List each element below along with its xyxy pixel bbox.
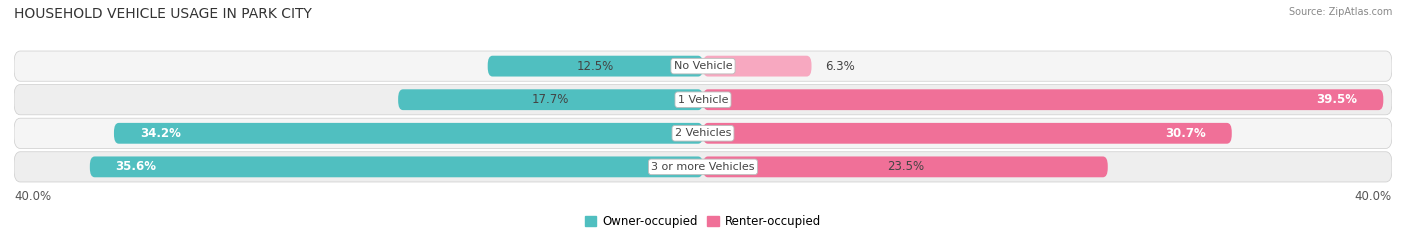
Legend: Owner-occupied, Renter-occupied: Owner-occupied, Renter-occupied — [579, 210, 827, 233]
Text: 2 Vehicles: 2 Vehicles — [675, 128, 731, 138]
FancyBboxPatch shape — [703, 56, 811, 76]
FancyBboxPatch shape — [14, 85, 1392, 115]
Text: 35.6%: 35.6% — [115, 160, 156, 173]
Text: 40.0%: 40.0% — [1355, 190, 1392, 203]
FancyBboxPatch shape — [703, 123, 1232, 144]
Text: 3 or more Vehicles: 3 or more Vehicles — [651, 162, 755, 172]
Text: 1 Vehicle: 1 Vehicle — [678, 95, 728, 105]
FancyBboxPatch shape — [398, 89, 703, 110]
Text: 39.5%: 39.5% — [1316, 93, 1358, 106]
FancyBboxPatch shape — [14, 152, 1392, 182]
FancyBboxPatch shape — [703, 89, 1384, 110]
Text: 6.3%: 6.3% — [825, 60, 855, 73]
FancyBboxPatch shape — [14, 51, 1392, 81]
Text: No Vehicle: No Vehicle — [673, 61, 733, 71]
Text: HOUSEHOLD VEHICLE USAGE IN PARK CITY: HOUSEHOLD VEHICLE USAGE IN PARK CITY — [14, 7, 312, 21]
FancyBboxPatch shape — [488, 56, 703, 76]
FancyBboxPatch shape — [14, 118, 1392, 148]
Text: 12.5%: 12.5% — [576, 60, 614, 73]
FancyBboxPatch shape — [90, 157, 703, 177]
Text: 40.0%: 40.0% — [14, 190, 51, 203]
FancyBboxPatch shape — [114, 123, 703, 144]
Text: 30.7%: 30.7% — [1166, 127, 1206, 140]
Text: 23.5%: 23.5% — [887, 160, 924, 173]
Text: 17.7%: 17.7% — [531, 93, 569, 106]
Text: 34.2%: 34.2% — [139, 127, 180, 140]
FancyBboxPatch shape — [703, 157, 1108, 177]
Text: Source: ZipAtlas.com: Source: ZipAtlas.com — [1288, 7, 1392, 17]
